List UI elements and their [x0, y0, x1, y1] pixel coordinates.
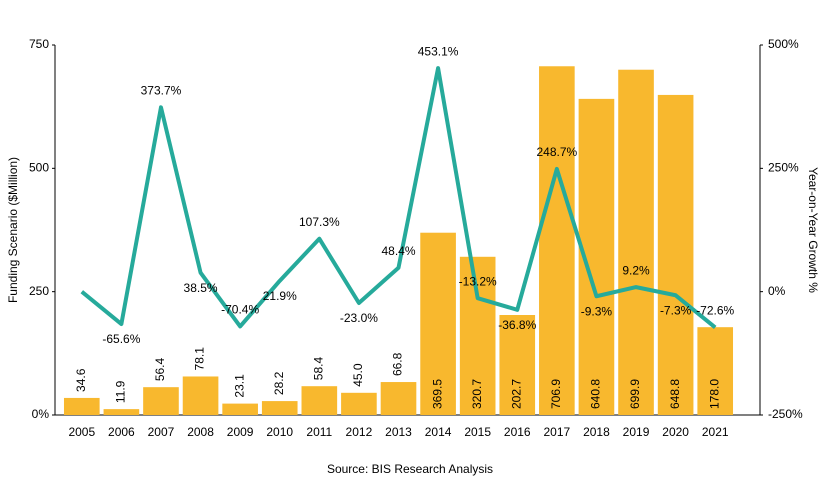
x-tick-label: 2007	[148, 425, 175, 439]
x-tick-label: 2020	[662, 425, 689, 439]
bar-value-label: 78.1	[193, 347, 207, 371]
bar	[182, 376, 219, 415]
line-value-label: -7.3%	[660, 303, 692, 317]
y-tick-label: 0%	[32, 407, 50, 421]
growth-line	[80, 66, 717, 330]
bar-value-label: 640.8	[589, 379, 603, 409]
x-tick-label: 2010	[266, 425, 293, 439]
line-value-label: 21.9%	[263, 289, 297, 303]
line-value-label: 248.7%	[537, 145, 578, 159]
y-tick-label: 250	[29, 284, 49, 298]
bar-value-label: 34.6	[74, 368, 88, 392]
bar-value-label: 45.0	[351, 363, 365, 387]
x-tick-label: 2016	[504, 425, 531, 439]
x-tick-label: 2017	[544, 425, 571, 439]
x-tick-label: 2006	[108, 425, 135, 439]
x-tick-label: 2015	[464, 425, 491, 439]
y-axis-title: Funding Scenario ($Million)	[6, 157, 20, 303]
bar	[63, 397, 100, 415]
bar	[499, 315, 536, 415]
line-value-label: -36.8%	[498, 318, 536, 332]
bar-value-label: 706.9	[549, 379, 563, 409]
bar	[341, 392, 377, 415]
bar	[222, 403, 258, 415]
bar	[103, 409, 140, 415]
x-tick-label: 2005	[68, 425, 95, 439]
x-tick-label: 2009	[227, 425, 254, 439]
source: Source: BIS Research Analysis	[327, 462, 493, 476]
bar-value-label: 369.5	[430, 379, 444, 409]
bar	[143, 387, 179, 415]
bar-value-label: 28.2	[272, 371, 286, 395]
bar	[539, 66, 575, 415]
x-tick-label: 2012	[346, 425, 373, 439]
line-value-label: -72.6%	[696, 304, 734, 318]
bar-value-label: 202.7	[509, 379, 523, 409]
bar	[301, 386, 338, 415]
bar	[618, 69, 654, 415]
line-value-label: 107.3%	[299, 215, 340, 229]
bar	[420, 232, 456, 415]
x-tick-label: 2019	[623, 425, 650, 439]
bar-value-label: 11.9	[114, 380, 128, 403]
y2-axis-title: Year-on-Year Growth %	[806, 167, 820, 293]
x-tick-label: 2014	[425, 425, 452, 439]
y2-tick-label: 250%	[768, 161, 799, 175]
line-value-label: 9.2%	[622, 263, 650, 277]
line-value-label: -23.0%	[340, 311, 378, 325]
bar-value-label: 58.4	[311, 357, 325, 381]
line-value-label: 373.7%	[141, 83, 182, 97]
line-value-label: 48.4%	[381, 244, 415, 258]
line-value-label: -9.3%	[581, 304, 613, 318]
bar-value-label: 66.8	[391, 352, 405, 376]
y2-tick-label: -250%	[768, 407, 803, 421]
line-value-label: -70.4%	[221, 303, 259, 317]
y-tick-label: 750	[29, 37, 49, 51]
bar-value-label: 648.8	[668, 379, 682, 409]
line-value-label: -65.6%	[102, 332, 140, 346]
bar	[459, 256, 496, 415]
bar-value-label: 178.0	[707, 379, 721, 409]
line-value-label: 453.1%	[418, 44, 459, 58]
bar	[261, 401, 298, 415]
line-value-label: 38.5%	[184, 281, 218, 295]
x-tick-label: 2008	[187, 425, 214, 439]
bar	[697, 327, 734, 415]
line-value-label: -13.2%	[459, 274, 497, 288]
bar	[657, 94, 694, 416]
x-tick-label: 2013	[385, 425, 412, 439]
bar-value-label: 23.1	[232, 374, 246, 398]
bar-value-label: 56.4	[153, 357, 167, 381]
x-tick-label: 2021	[702, 425, 729, 439]
bar-value-label: 699.9	[628, 379, 642, 409]
x-tick-label: 2018	[583, 425, 610, 439]
bar	[380, 382, 417, 415]
x-tick-label: 2011	[306, 425, 332, 439]
bar-value-label: 320.7	[470, 379, 484, 409]
y2-tick-label: 500%	[768, 37, 799, 51]
y-tick-label: 500	[29, 161, 49, 175]
y2-tick-label: 0%	[768, 284, 786, 298]
